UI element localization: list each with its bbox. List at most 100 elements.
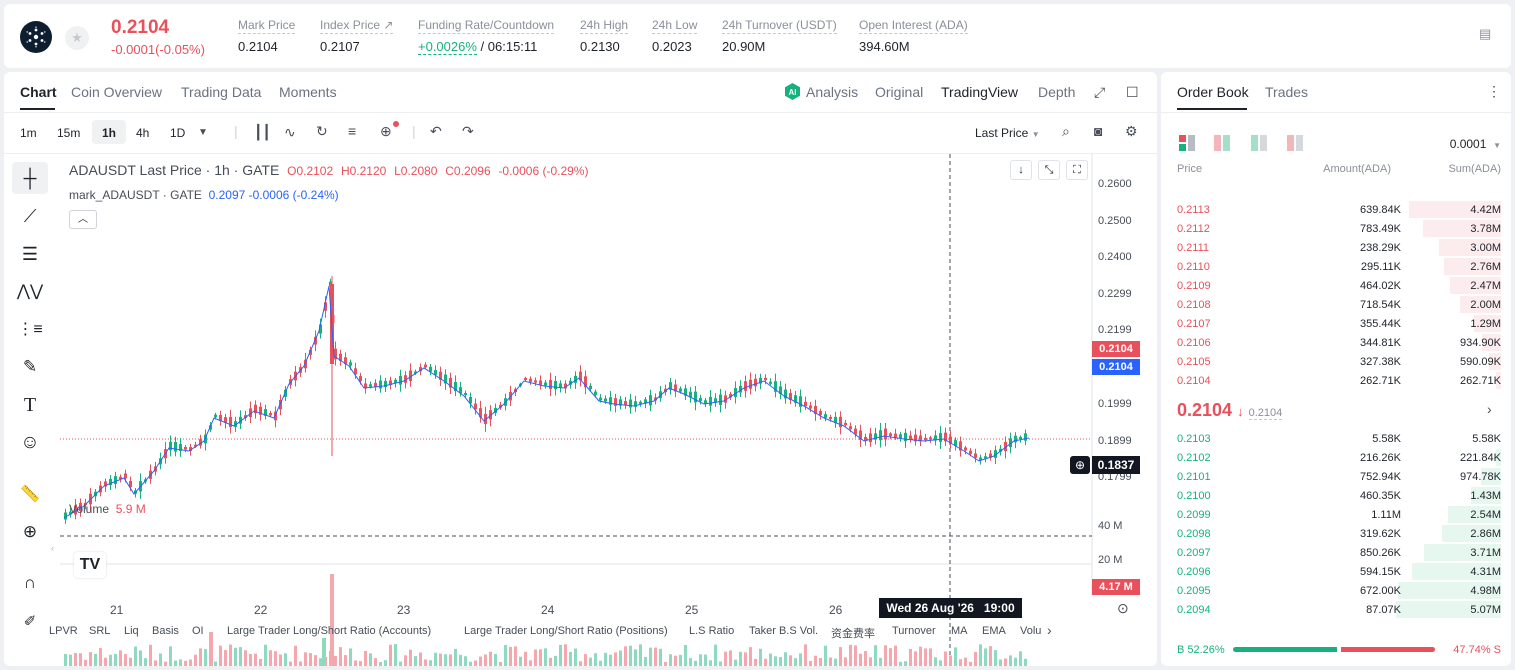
candlestick-chart[interactable] — [4, 154, 1157, 666]
zoom-tool[interactable]: ⊕ — [12, 516, 48, 548]
ask-price: 0.2109 — [1177, 280, 1211, 292]
more-options-icon[interactable]: ⋮ — [1487, 83, 1501, 99]
interval-1d[interactable]: 1D — [170, 126, 186, 140]
ask-row[interactable]: 0.2110 295.11K 2.76M — [1161, 257, 1511, 276]
redo-icon[interactable]: ↷ — [462, 123, 474, 139]
bid-sum: 2.86M — [1470, 528, 1501, 540]
view-asks-icon[interactable] — [1287, 135, 1303, 151]
tab-tradingview[interactable]: TradingView — [941, 84, 1019, 100]
precision-select[interactable]: 0.0001 ▼ — [1449, 137, 1501, 151]
candle-type-icon[interactable]: ┃┃ — [254, 124, 271, 140]
indicator-turnover[interactable]: Turnover — [892, 625, 936, 637]
volume-bar — [559, 644, 562, 666]
bid-row[interactable]: 0.2100 460.35K 1.43M — [1161, 486, 1511, 505]
ai-analysis-icon[interactable]: AI — [784, 83, 801, 102]
indicator-lpvr[interactable]: LPVR — [49, 625, 78, 637]
ask-row[interactable]: 0.2113 639.84K 4.42M — [1161, 200, 1511, 219]
stat-index-price[interactable]: Index Price ↗ 0.2107 — [320, 18, 394, 54]
camera-icon[interactable]: ◙ — [1094, 123, 1103, 139]
candle-body — [244, 415, 247, 418]
lock-draw-tool[interactable]: ✐ — [12, 605, 48, 637]
chevron-right-icon[interactable]: › — [1487, 401, 1492, 417]
book-icon[interactable]: ▤ — [1479, 26, 1492, 41]
chart-settings-icon[interactable]: ⊙ — [1117, 600, 1129, 616]
tab-coin-overview[interactable]: Coin Overview — [71, 84, 163, 100]
bid-row[interactable]: 0.2102 216.26K 221.84K — [1161, 448, 1511, 467]
search-icon[interactable]: ⌕ — [1062, 123, 1070, 139]
ask-row[interactable]: 0.2108 718.54K 2.00M — [1161, 295, 1511, 314]
fib-tool[interactable]: ⋮≡ — [12, 313, 48, 345]
indicator-oi[interactable]: OI — [192, 625, 204, 637]
indicator-ma[interactable]: MA — [951, 625, 968, 637]
favorite-star-icon[interactable]: ★ — [65, 26, 89, 50]
collapse-icon[interactable]: ⤡ — [1038, 160, 1060, 180]
horizontal-lines-tool[interactable]: ☰ — [12, 238, 48, 270]
indicator-icon[interactable]: ∿ — [284, 124, 296, 140]
magnet-tool[interactable]: ∩ — [12, 567, 48, 599]
tab-trading-data[interactable]: Trading Data — [181, 84, 262, 100]
expand-icon[interactable]: ⤢ — [1094, 84, 1106, 100]
brush-tool[interactable]: ✎ — [12, 351, 48, 383]
undo-icon[interactable]: ↶ — [430, 123, 442, 139]
bid-row[interactable]: 0.2098 319.62K 2.86M — [1161, 524, 1511, 543]
trendline-tool[interactable]: ⟋ — [12, 200, 48, 232]
indicator-ls-ratio[interactable]: L.S Ratio — [689, 625, 735, 637]
indicator-volume[interactable]: Volu — [1020, 625, 1042, 637]
template-icon[interactable]: ≡ — [348, 123, 357, 139]
window-icon[interactable]: ☐ — [1126, 84, 1139, 100]
price-type-select[interactable]: Last Price ▼ — [975, 126, 1040, 140]
indicator-large-trader-accounts[interactable]: Large Trader Long/Short Ratio (Accounts) — [227, 625, 432, 637]
ask-row[interactable]: 0.2105 327.38K 590.09K — [1161, 352, 1511, 371]
ask-row[interactable]: 0.2111 238.29K 3.00M — [1161, 238, 1511, 257]
view-both-alt-icon[interactable] — [1214, 135, 1230, 151]
indicator-funding-rate[interactable]: 资金费率 — [831, 628, 875, 640]
interval-1h[interactable]: 1h — [102, 126, 117, 140]
indicator-ema[interactable]: EMA — [982, 625, 1006, 637]
tab-chart[interactable]: Chart — [20, 84, 57, 100]
candle-body — [629, 399, 632, 408]
ask-row[interactable]: 0.2112 783.49K 3.78M — [1161, 219, 1511, 238]
bid-row[interactable]: 0.2103 5.58K 5.58K — [1161, 429, 1511, 448]
crosshair-tool[interactable]: ┼ — [12, 162, 48, 194]
ask-row[interactable]: 0.2104 262.71K 262.71K — [1161, 371, 1511, 390]
add-alert-plus-icon[interactable]: ⊕ — [1070, 456, 1090, 474]
tab-original[interactable]: Original — [875, 84, 924, 100]
interval-dropdown-icon[interactable]: ▼ — [198, 127, 208, 138]
replay-icon[interactable]: ↻ — [316, 123, 328, 139]
ask-row[interactable]: 0.2107 355.44K 1.29M — [1161, 314, 1511, 333]
indicator-taker-bs-vol[interactable]: Taker B.S Vol. — [749, 625, 819, 637]
add-indicator-icon[interactable]: ⊕ — [380, 121, 399, 138]
bid-row[interactable]: 0.2101 752.94K 974.78K — [1161, 467, 1511, 486]
view-bids-icon[interactable] — [1251, 135, 1267, 151]
indicator-liq[interactable]: Liq — [124, 625, 139, 637]
interval-15m[interactable]: 15m — [57, 126, 81, 140]
text-tool[interactable]: T — [12, 389, 48, 421]
tab-order-book[interactable]: Order Book — [1177, 84, 1249, 100]
arrow-down-icon[interactable]: ↓ — [1010, 160, 1032, 180]
bid-row[interactable]: 0.2095 672.00K 4.98M — [1161, 581, 1511, 600]
pattern-tool[interactable]: ⋀⋁ — [12, 275, 48, 307]
emoji-tool[interactable]: ☺ — [12, 427, 48, 459]
bid-row[interactable]: 0.2099 1.11M 2.54M — [1161, 505, 1511, 524]
fullscreen-icon[interactable]: ⛶ — [1066, 160, 1088, 180]
interval-4h[interactable]: 4h — [136, 126, 150, 140]
ask-row[interactable]: 0.2109 464.02K 2.47M — [1161, 276, 1511, 295]
tab-moments[interactable]: Moments — [279, 84, 337, 100]
interval-1m[interactable]: 1m — [20, 126, 37, 140]
collapse-legend-button[interactable]: ︿ — [69, 210, 97, 229]
tab-trades[interactable]: Trades — [1265, 84, 1309, 100]
scroll-right-chevron-icon[interactable]: › — [1047, 622, 1052, 638]
indicator-srl[interactable]: SRL — [89, 625, 111, 637]
indicator-large-trader-positions[interactable]: Large Trader Long/Short Ratio (Positions… — [464, 625, 668, 637]
tab-analysis[interactable]: Analysis — [806, 84, 859, 100]
ask-row[interactable]: 0.2106 344.81K 934.90K — [1161, 333, 1511, 352]
settings-gear-icon[interactable]: ⚙ — [1125, 123, 1138, 139]
measure-tool[interactable]: 📏 — [12, 478, 48, 510]
view-both-icon[interactable] — [1179, 135, 1195, 151]
indicator-basis[interactable]: Basis — [152, 625, 179, 637]
bid-row[interactable]: 0.2096 594.15K 4.31M — [1161, 562, 1511, 581]
collapse-sidebar-icon[interactable]: ‹ — [51, 543, 54, 553]
bid-row[interactable]: 0.2094 87.07K 5.07M — [1161, 600, 1511, 619]
bid-row[interactable]: 0.2097 850.26K 3.71M — [1161, 543, 1511, 562]
tab-depth[interactable]: Depth — [1038, 84, 1076, 100]
